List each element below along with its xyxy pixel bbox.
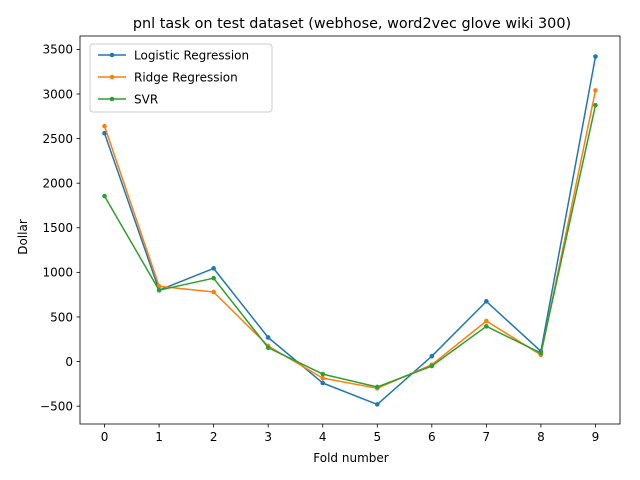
x-tick-label: 2	[210, 430, 218, 444]
data-point	[211, 275, 216, 281]
legend-label: Logistic Regression	[134, 48, 249, 62]
legend-item: Logistic Regression	[98, 48, 249, 62]
data-point	[374, 402, 380, 407]
legend-item: Ridge Regression	[98, 70, 238, 84]
x-axis: 0 1 2 3 4 5 6 7 8 9	[101, 424, 600, 444]
data-point	[538, 350, 544, 356]
x-tick-label: 1	[155, 430, 163, 444]
data-point	[320, 375, 326, 381]
data-point	[593, 102, 598, 108]
y-tick-label: −500	[40, 399, 73, 413]
y-axis-label: Dollar	[16, 219, 30, 255]
x-tick-label: 0	[101, 430, 109, 444]
series-layer	[102, 54, 598, 407]
data-point	[320, 371, 326, 377]
legend-swatch-marker	[109, 74, 115, 80]
x-tick-label: 8	[537, 430, 545, 444]
data-point	[484, 299, 489, 304]
x-tick-label: 3	[264, 430, 272, 444]
x-tick-label: 6	[428, 430, 436, 444]
y-tick-label: 3500	[42, 43, 73, 57]
y-tick-label: 2000	[42, 176, 73, 190]
y-tick-label: 3000	[42, 87, 73, 101]
y-tick-label: 1500	[42, 221, 73, 235]
data-point	[429, 363, 435, 369]
data-point	[102, 193, 107, 199]
legend-label: SVR	[134, 92, 158, 106]
y-tick-label: 1000	[42, 266, 73, 280]
plot-area	[79, 35, 621, 425]
legend-label: Ridge Regression	[134, 70, 238, 84]
series-line	[103, 104, 597, 388]
legend-swatch-marker	[109, 96, 115, 102]
x-tick-label: 7	[483, 430, 491, 444]
data-point	[320, 380, 326, 386]
series-svr	[102, 102, 598, 390]
data-point	[102, 130, 107, 136]
x-tick-label: 5	[373, 430, 381, 444]
legend: Logistic Regression Ridge Regression SVR	[89, 43, 273, 113]
y-tick-label: 500	[50, 310, 73, 324]
series-line	[103, 90, 597, 390]
data-point	[374, 384, 380, 390]
plot-frame	[79, 35, 621, 425]
x-axis-label: Fold number	[313, 451, 388, 465]
data-point	[593, 88, 598, 93]
x-tick-label: 9	[592, 430, 600, 444]
data-point	[211, 266, 216, 271]
data-point	[211, 289, 216, 295]
y-tick-label: 2500	[42, 132, 73, 146]
x-tick-label: 4	[319, 430, 327, 444]
y-tick-label: 0	[65, 355, 73, 369]
data-point	[484, 324, 489, 329]
series-line	[103, 56, 597, 406]
data-point	[265, 335, 271, 340]
chart-title: pnl task on test dataset (webhose, word2…	[133, 16, 571, 32]
data-point	[156, 287, 162, 293]
data-point	[265, 345, 271, 351]
data-point	[484, 318, 489, 324]
data-point	[593, 54, 598, 59]
legend-swatch-marker	[109, 52, 115, 58]
y-axis: −500 0 500 1000 1500 2000 2500 3000 3500	[40, 43, 80, 413]
legend-box	[89, 43, 273, 113]
legend-item: SVR	[98, 92, 158, 106]
data-point	[429, 353, 435, 359]
data-point	[102, 123, 107, 129]
